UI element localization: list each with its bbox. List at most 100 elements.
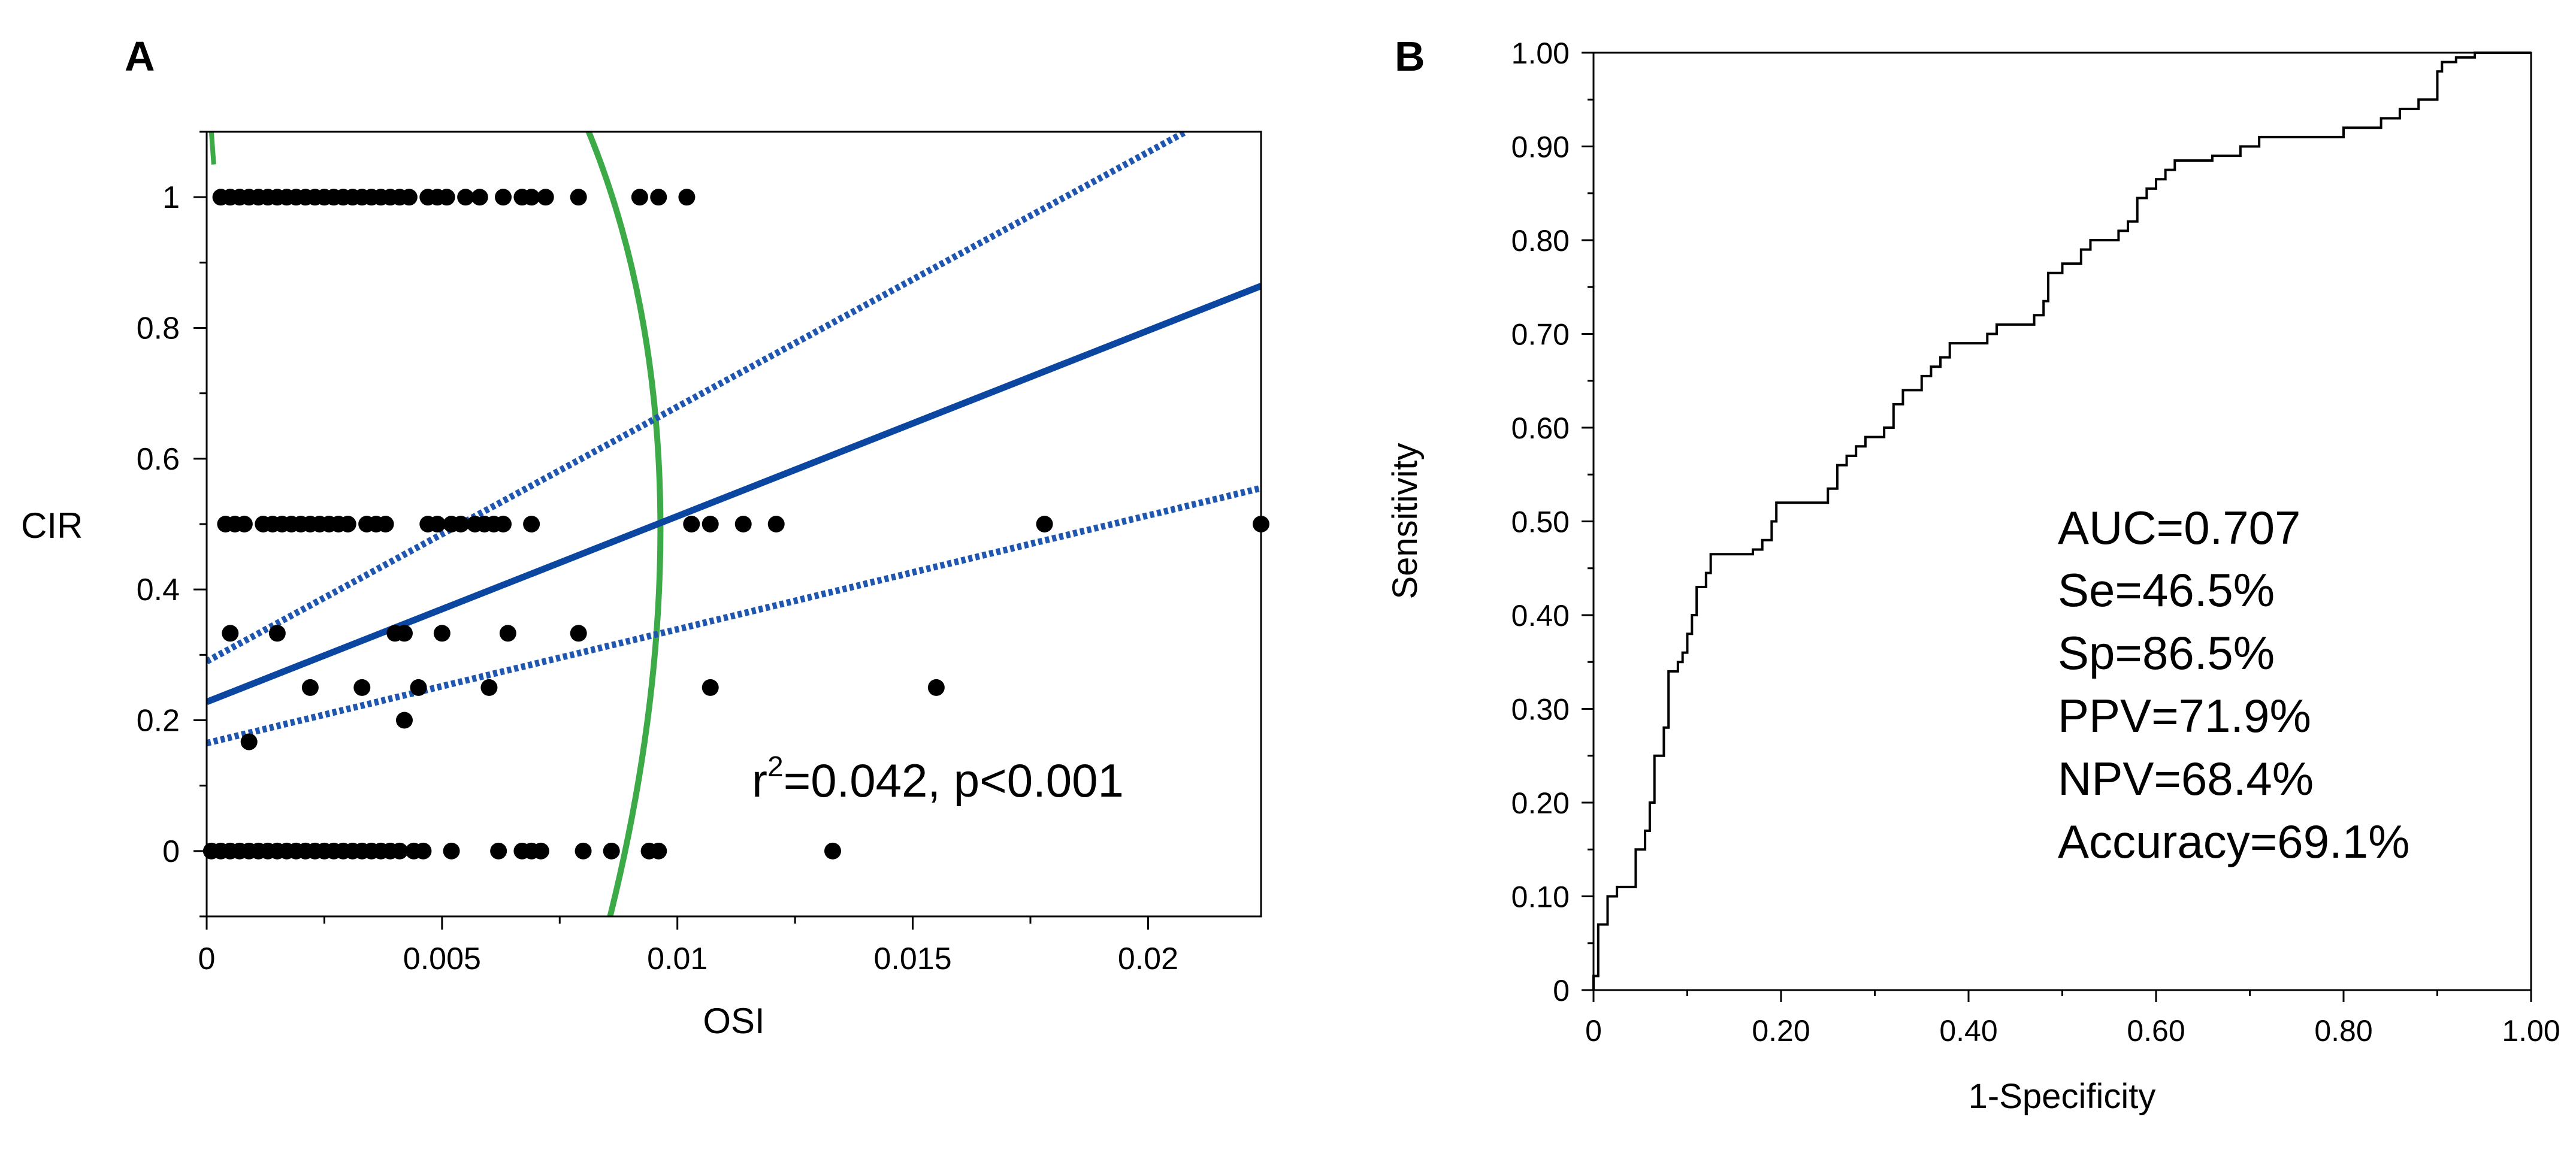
data-point [767,516,785,532]
data-point [415,842,432,860]
data-point [532,842,549,860]
y-tick-label: 0.80 [1511,224,1570,258]
x-tick-label: 0.005 [403,942,481,976]
data-point [523,516,540,532]
data-point [391,842,409,860]
data-point [222,625,239,642]
x-tick-label: 0.60 [2127,1014,2185,1048]
stat-se: Se=46.5% [2058,564,2275,616]
data-point [824,842,841,860]
roc-curve [1592,52,2531,990]
panel-a-r2-annotation: r2=0.042, p<0.001 [752,751,1124,807]
data-point [410,679,427,696]
panel-a-y-axis-title: CIR [21,506,83,546]
data-point [301,679,319,696]
panel-a-plot-frame [205,131,1262,918]
y-tick-label: 0.8 [137,311,180,346]
data-point [650,189,667,206]
stat-npv: NPV=68.4% [2058,752,2314,805]
panel-b-plot-layer: 0 0.10 0.20 0.30 0.40 0.50 0.60 0.70 0.80 0.90 1.0… [1511,37,2560,1048]
data-point [353,679,371,696]
y-tick-label: 0.4 [137,573,180,607]
x-tick-label: 0.01 [647,942,708,976]
y-tick-label: 0.40 [1511,599,1570,632]
x-tick-label: 0 [1585,1014,1602,1048]
y-tick-label: 0.60 [1511,411,1570,445]
ci-upper-line [207,132,1187,665]
data-point [734,516,752,532]
data-point [678,189,696,206]
data-point [396,712,413,729]
y-tick-label: 0 [1553,974,1570,1007]
x-tick-label: 0.015 [874,942,952,976]
data-point [683,516,700,532]
threshold-curve [585,132,664,916]
data-point [1036,516,1053,532]
data-point [480,679,498,696]
x-tick-label: 0.80 [2314,1014,2372,1048]
stat-accuracy: Accuracy=69.1% [2058,815,2409,868]
data-point [650,842,667,860]
data-point [457,189,474,206]
data-point [438,189,455,206]
data-point [702,516,719,532]
data-point [495,189,512,206]
data-point [702,679,719,696]
data-point [235,516,253,532]
panel-b-plot-frame [1592,52,2532,991]
y-tick-label: 1.00 [1511,37,1570,70]
y-tick-label: 0.90 [1511,131,1570,164]
stat-auc: AUC=0.707 [2058,501,2300,554]
data-point [396,625,413,642]
panel-a-x-axis-title: OSI [703,1001,764,1041]
y-tick-label: 0.50 [1511,506,1570,539]
y-tick-label: 0.2 [137,704,180,739]
data-point [452,516,470,532]
y-tick-label: 0.30 [1511,693,1570,727]
panel-a-label: A [125,33,155,80]
fit-line [207,283,1261,706]
panel-b: B 0 0.10 0.20 0.30 0.40 0.50 0.60 0.70 0.80 0.90 1… [1386,33,2560,1116]
data-point [537,189,554,206]
data-point [400,189,418,206]
data-point [927,679,945,696]
y-tick-label: 0.20 [1511,786,1570,820]
y-tick-label: 0 [162,834,180,869]
data-point [377,516,394,532]
threshold-curve-left [208,132,216,165]
data-point [570,189,587,206]
panel-a: A 0 0.2 0.4 0.6 0.8 1 0 0.005 0.01 0.015 0.02 r2=0… [21,33,1269,1041]
y-tick-label: 0.70 [1511,318,1570,352]
data-point [268,625,286,642]
data-point [240,733,258,750]
data-point [575,842,592,860]
data-point [490,842,507,860]
stat-sp: Sp=86.5% [2058,627,2275,679]
panel-b-stats: AUC=0.707 Se=46.5% Sp=86.5% PPV=71.9% NP… [2058,501,2409,868]
panel-b-label: B [1395,33,1425,80]
data-point [433,625,451,642]
data-point [570,625,587,642]
data-point [339,516,356,532]
panel-a-plot-layer: 0 0.2 0.4 0.6 0.8 1 0 0.005 0.01 0.015 0.02 [137,131,1269,976]
stat-ppv: PPV=71.9% [2058,689,2311,742]
x-tick-label: 0.02 [1118,942,1178,976]
panel-a-data [207,132,1261,916]
x-tick-label: 0.40 [1939,1014,1997,1048]
data-point [443,842,460,860]
data-point [499,625,516,642]
y-tick-label: 1 [162,180,180,215]
panel-b-x-axis-title: 1-Specificity [1969,1077,2156,1116]
y-tick-label: 0.6 [137,442,180,477]
x-tick-label: 1.00 [2502,1014,2560,1048]
data-point [603,842,620,860]
x-tick-label: 0 [198,942,216,976]
data-point [631,189,648,206]
data-point [523,189,540,206]
panel-b-y-axis-title: Sensitivity [1386,443,1425,599]
x-tick-label: 0.20 [1752,1014,1810,1048]
data-point [429,516,446,532]
data-point [471,189,488,206]
ci-lower-line [207,485,1261,747]
